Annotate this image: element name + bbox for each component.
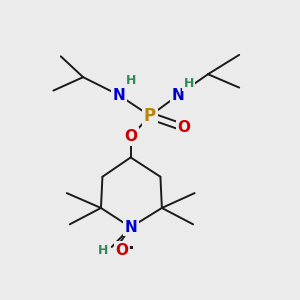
Text: H: H <box>125 74 136 87</box>
Text: N: N <box>172 88 184 103</box>
Text: O: O <box>178 120 191 135</box>
Text: N: N <box>124 220 137 235</box>
Text: ·: · <box>127 240 134 258</box>
Text: H: H <box>98 244 108 257</box>
Text: N: N <box>112 88 125 103</box>
Text: O: O <box>124 129 137 144</box>
Text: O: O <box>115 243 128 258</box>
Text: P: P <box>144 107 156 125</box>
Text: H: H <box>184 76 194 90</box>
